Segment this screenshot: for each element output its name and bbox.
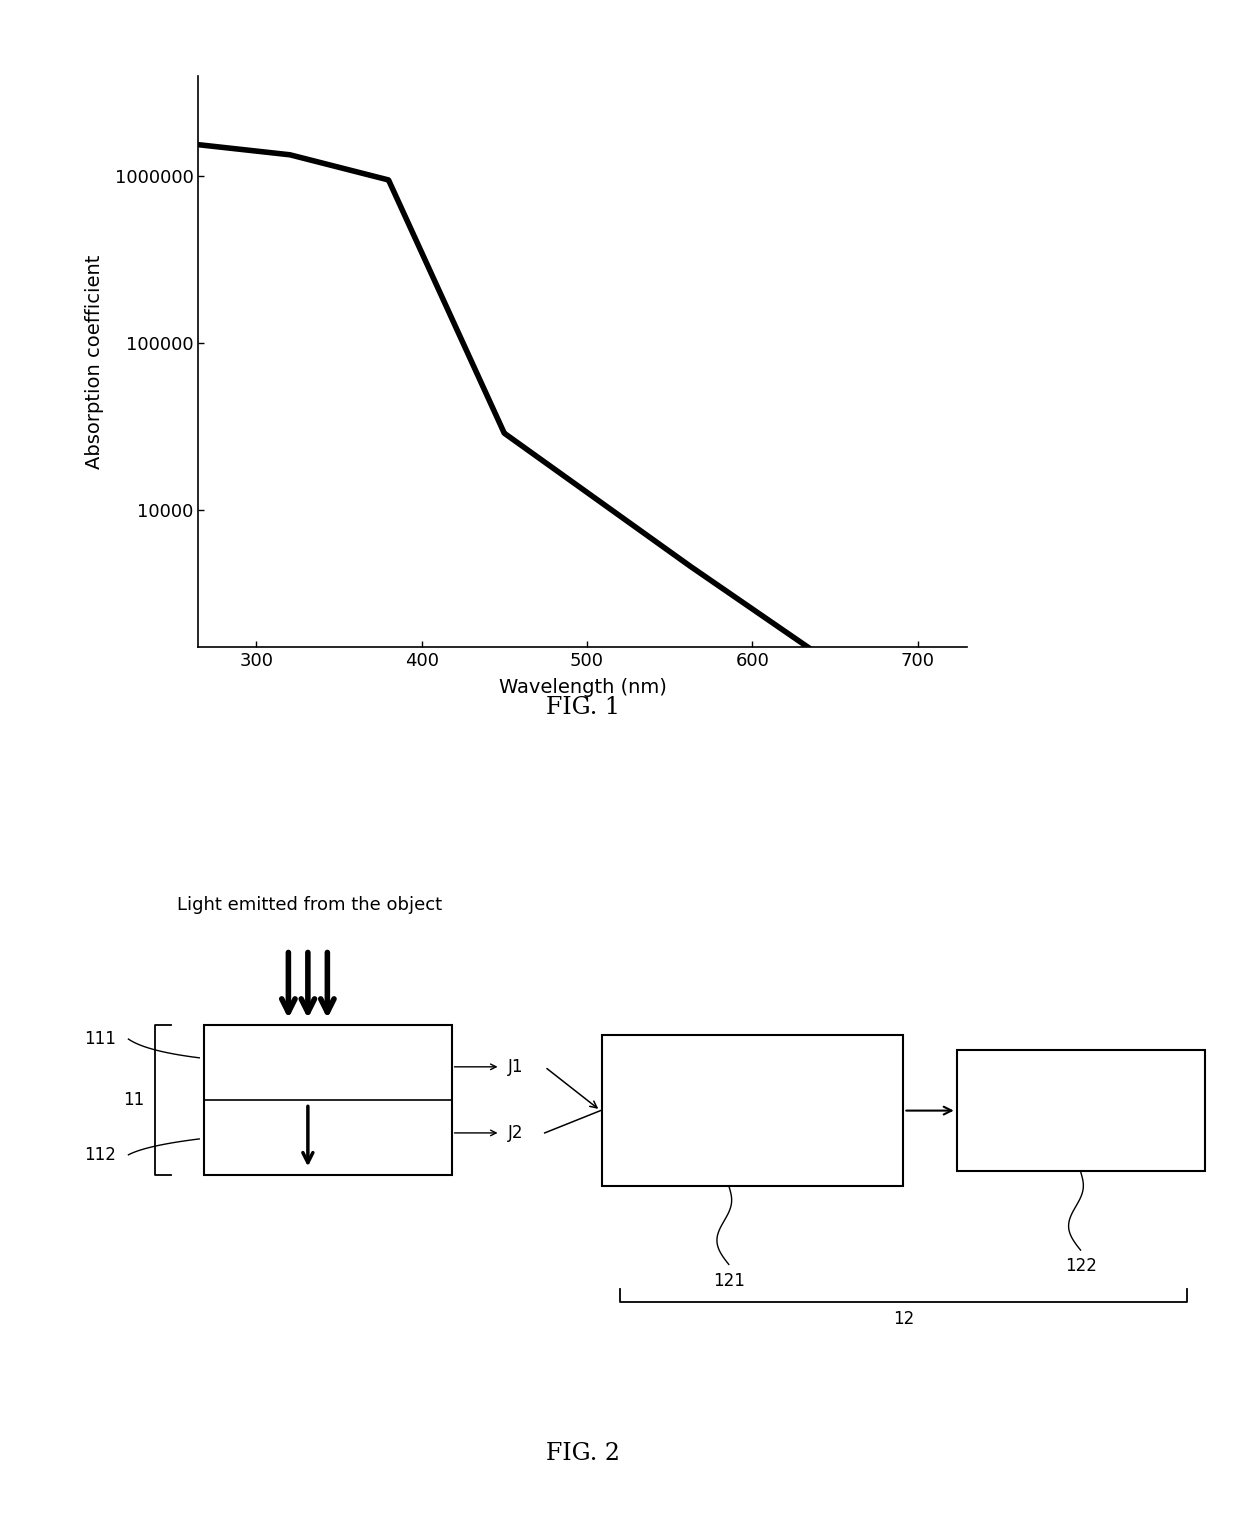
Text: J2: J2 bbox=[507, 1123, 523, 1142]
Text: FIG. 2: FIG. 2 bbox=[546, 1441, 620, 1466]
Text: 112: 112 bbox=[84, 1146, 117, 1164]
Text: 12: 12 bbox=[893, 1310, 914, 1329]
Text: 11: 11 bbox=[123, 1091, 144, 1110]
Bar bbox=[956, 1050, 1204, 1172]
X-axis label: Wavelength (nm): Wavelength (nm) bbox=[498, 677, 667, 697]
Text: Light emitted from the object: Light emitted from the object bbox=[177, 896, 443, 913]
Text: J1: J1 bbox=[507, 1058, 523, 1076]
Text: 111: 111 bbox=[84, 1030, 117, 1049]
Y-axis label: Absorption coefficient: Absorption coefficient bbox=[84, 254, 104, 469]
Text: 122: 122 bbox=[1065, 1257, 1096, 1275]
Text: FIG. 1: FIG. 1 bbox=[546, 696, 620, 720]
Bar bbox=[203, 1024, 451, 1175]
Text: 121: 121 bbox=[713, 1271, 745, 1289]
Bar bbox=[603, 1035, 904, 1186]
